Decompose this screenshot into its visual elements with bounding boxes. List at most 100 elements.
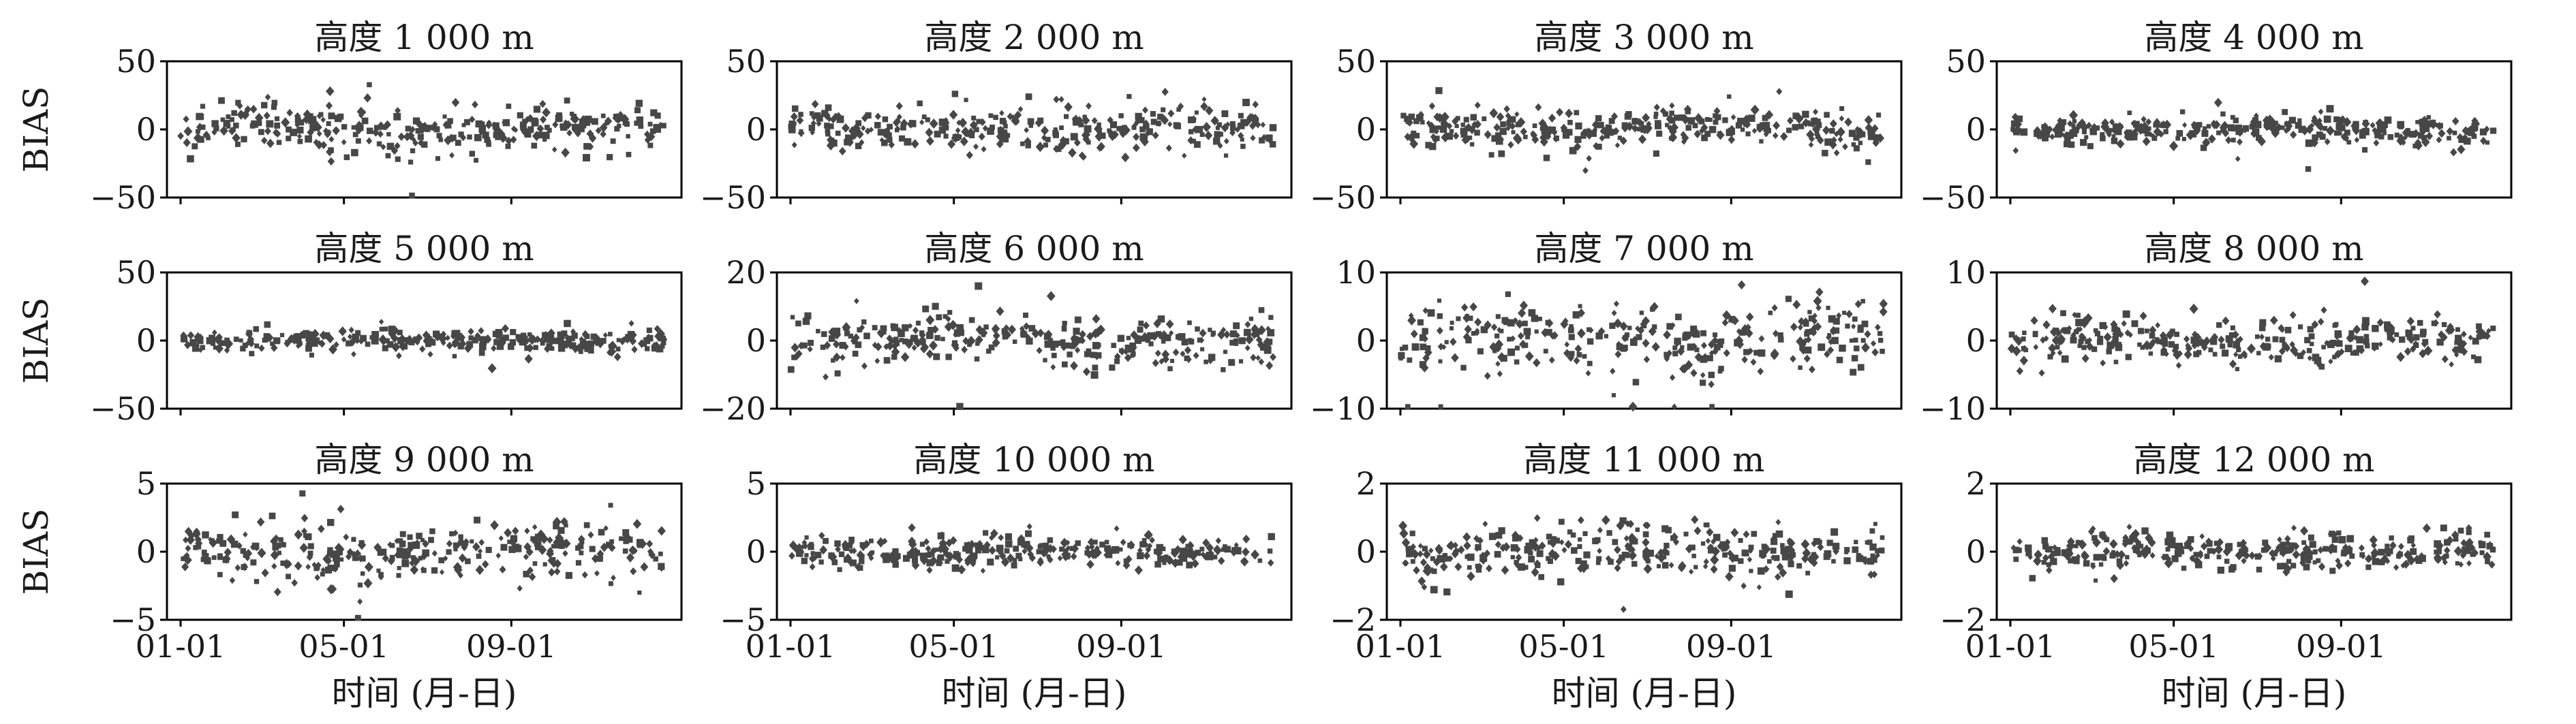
- scatter-point: [956, 324, 964, 332]
- scatter-point: [1467, 565, 1472, 570]
- scatter-point: [610, 138, 616, 144]
- scatter-point: [1405, 404, 1411, 409]
- scatter-point: [1514, 345, 1520, 351]
- y-axis-label: BIAS: [16, 509, 56, 595]
- scatter-point: [244, 548, 253, 558]
- scatter-point: [2478, 330, 2485, 337]
- scatter-point: [1561, 546, 1567, 554]
- scatter-point: [281, 117, 290, 128]
- scatter-point: [457, 537, 465, 546]
- scatter-point: [458, 131, 464, 138]
- scatter-point: [2061, 355, 2069, 363]
- scatter-point: [2116, 561, 2125, 570]
- scatter-point: [588, 133, 597, 143]
- scatter-point: [1249, 121, 1257, 130]
- scatter-point: [1798, 123, 1805, 129]
- scatter-point: [855, 341, 862, 349]
- scatter-point: [391, 342, 401, 353]
- scatter-point: [613, 352, 622, 362]
- scatter-point: [408, 541, 414, 548]
- scatter-point: [412, 139, 418, 146]
- scatter-point: [2258, 333, 2265, 341]
- scatter-point: [181, 562, 189, 571]
- scatter-point: [1672, 345, 1678, 351]
- scatter-point: [478, 349, 485, 356]
- scatter-point: [1873, 522, 1877, 526]
- scatter-point: [371, 128, 380, 137]
- scatter-point: [1805, 336, 1812, 343]
- y-tick-label: 0: [1966, 322, 1986, 359]
- scatter-point: [1407, 357, 1413, 363]
- scatter-point: [933, 353, 940, 360]
- scatter-point: [1538, 119, 1547, 129]
- scatter-point: [1468, 125, 1476, 135]
- scatter-point: [183, 554, 192, 565]
- scatter-point: [1474, 317, 1482, 327]
- scatter-point: [228, 127, 236, 136]
- scatter-point: [408, 159, 414, 165]
- scatter-point: [1773, 121, 1781, 130]
- scatter-point: [230, 540, 239, 548]
- scatter-point: [1417, 319, 1424, 326]
- scatter-point: [2080, 122, 2089, 133]
- scatter-point: [1836, 356, 1843, 364]
- scatter-point: [247, 339, 254, 345]
- scatter-point: [1858, 140, 1863, 146]
- scatter-point: [271, 563, 277, 570]
- scatter-point: [388, 330, 395, 339]
- scatter-point: [2326, 105, 2334, 113]
- scatter-point: [1429, 125, 1437, 133]
- scatter-point: [438, 137, 444, 142]
- scatter-point: [2320, 306, 2327, 314]
- scatter-point: [1750, 104, 1760, 115]
- scatter-point: [1185, 544, 1190, 548]
- scatter-point: [1817, 543, 1824, 552]
- scatter-point: [1613, 318, 1623, 329]
- scatter-point: [1428, 102, 1436, 110]
- scatter-point: [2091, 123, 2098, 131]
- scatter-point: [2173, 343, 2179, 350]
- scatter-point: [974, 127, 979, 133]
- scatter-point: [834, 370, 841, 377]
- scatter-point: [1154, 561, 1161, 568]
- scatter-point: [2131, 320, 2138, 328]
- scatter-point: [1043, 142, 1049, 148]
- scatter-point: [883, 556, 890, 563]
- scatter-point: [194, 342, 200, 349]
- scatter-point: [1235, 332, 1240, 339]
- scatter-point: [791, 343, 799, 353]
- scatter-point: [842, 123, 850, 133]
- scatter-point: [1436, 125, 1441, 130]
- scatter-point: [962, 546, 968, 552]
- scatter-point: [1857, 326, 1864, 333]
- scatter-point: [906, 119, 915, 129]
- scatter-point: [2078, 539, 2087, 550]
- scatter-point: [545, 125, 550, 130]
- scatter-point: [1670, 535, 1676, 541]
- scatter-point: [902, 324, 909, 332]
- y-tick-label: 20: [726, 254, 766, 291]
- scatter-point: [1206, 543, 1214, 553]
- scatter-point: [1202, 121, 1211, 133]
- scatter-point: [1430, 586, 1438, 594]
- scatter-point: [607, 346, 617, 357]
- scatter-point: [2228, 123, 2235, 132]
- scatter-point: [2110, 319, 2118, 329]
- scatter-point: [553, 558, 562, 569]
- scatter-point: [2466, 529, 2472, 535]
- scatter-point: [790, 112, 798, 121]
- scatter-point: [1567, 327, 1574, 334]
- scatter-point: [2206, 124, 2211, 129]
- scatter-point: [2345, 547, 2353, 554]
- scatter-point: [1629, 339, 1638, 346]
- scatter-point: [566, 129, 572, 137]
- scatter-point: [273, 128, 280, 137]
- scatter-point: [2094, 578, 2098, 583]
- scatter-point: [463, 538, 470, 546]
- scatter-point: [1516, 534, 1524, 542]
- scatter-point: [1785, 591, 1793, 598]
- scatter-point: [1484, 130, 1492, 140]
- scatter-point: [1004, 548, 1010, 554]
- scatter-point: [2112, 123, 2118, 129]
